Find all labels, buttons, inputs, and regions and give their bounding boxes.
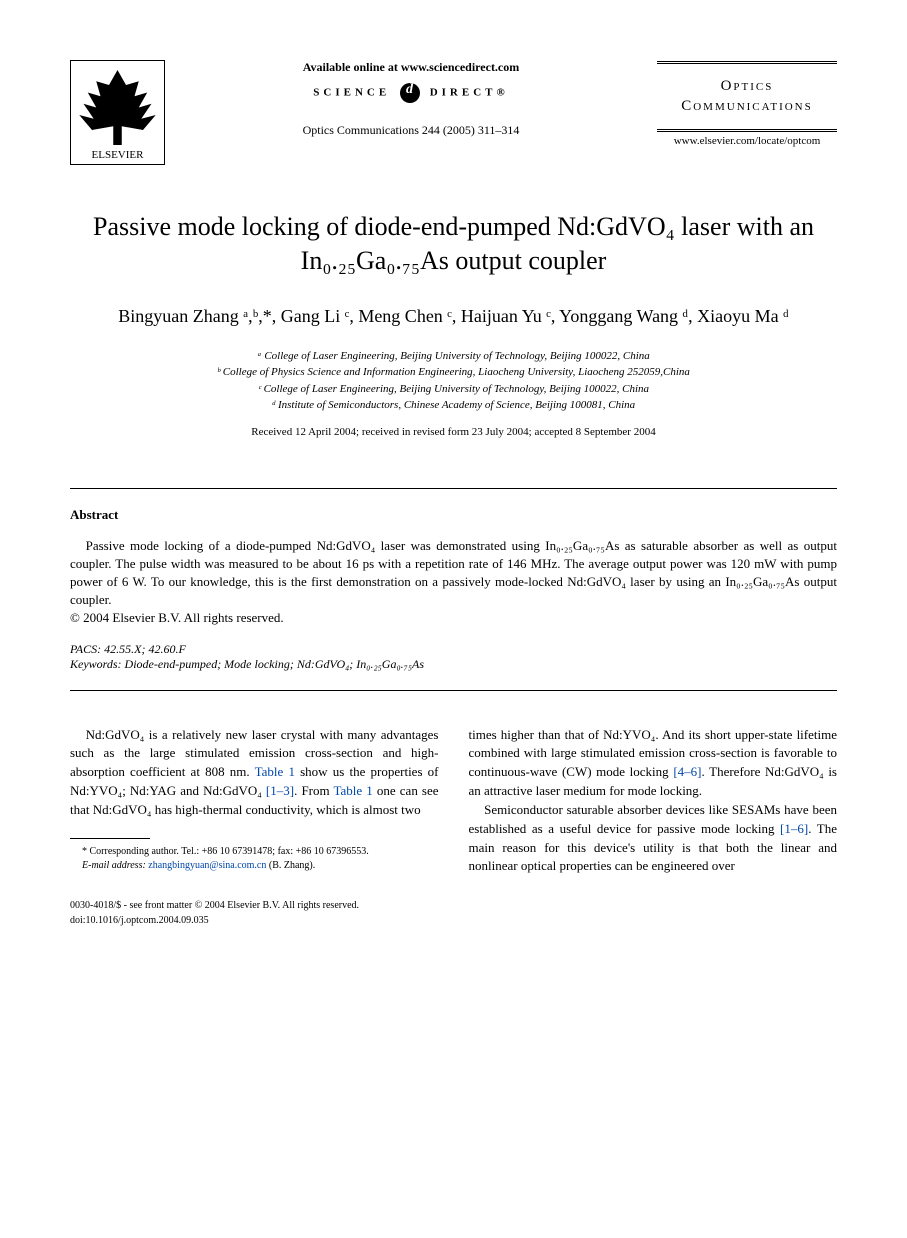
affil-a: ᵃ College of Laser Engineering, Beijing … <box>70 348 837 365</box>
elsevier-logo: ELSEVIER <box>70 60 165 165</box>
available-online-text: Available online at www.sciencedirect.co… <box>185 60 637 75</box>
divider-top <box>70 488 837 489</box>
sd-icon <box>400 83 420 103</box>
publication-dates: Received 12 April 2004; received in revi… <box>70 426 837 438</box>
body-para-3: Semiconductor saturable absorber devices… <box>469 801 838 876</box>
publisher-name: ELSEVIER <box>92 149 144 161</box>
affil-d: ᵈ Institute of Semiconductors, Chinese A… <box>70 397 837 414</box>
ref-link-2[interactable]: [4–6] <box>673 764 701 779</box>
pacs: PACS: 42.55.X; 42.60.F <box>70 642 837 657</box>
divider-bottom <box>70 690 837 691</box>
abstract-heading: Abstract <box>70 507 837 523</box>
email-suffix: (B. Zhang). <box>269 860 315 871</box>
journal-rule-bot1 <box>657 129 837 130</box>
journal-url: www.elsevier.com/locate/optcom <box>657 135 837 147</box>
footer: 0030-4018/$ - see front matter © 2004 El… <box>70 898 837 928</box>
journal-box: Optics Communications www.elsevier.com/l… <box>657 60 837 147</box>
footnote-corresponding: * Corresponding author. Tel.: +86 10 673… <box>70 845 439 859</box>
email-link[interactable]: zhangbingyuan@sina.com.cn <box>148 860 266 871</box>
paper-title: Passive mode locking of diode-end-pumped… <box>70 210 837 278</box>
sd-text-2: DIRECT® <box>430 87 509 99</box>
column-right: times higher than that of Nd:YVO₄. And i… <box>469 726 838 877</box>
journal-name-line1: Optics <box>721 78 774 94</box>
footnote-separator <box>70 838 150 839</box>
footer-line1: 0030-4018/$ - see front matter © 2004 El… <box>70 898 837 913</box>
email-label: E-mail address: <box>82 860 146 871</box>
column-left: Nd:GdVO₄ is a relatively new laser cryst… <box>70 726 439 877</box>
affil-b: ᵇ College of Physics Science and Informa… <box>70 364 837 381</box>
affil-c: ᶜ College of Laser Engineering, Beijing … <box>70 381 837 398</box>
ref-link-3[interactable]: [1–6] <box>780 821 808 836</box>
journal-rule-bot2 <box>657 131 837 132</box>
body-para-2: times higher than that of Nd:YVO₄. And i… <box>469 726 838 801</box>
body-para-1: Nd:GdVO₄ is a relatively new laser cryst… <box>70 726 439 820</box>
table-link-2[interactable]: Table 1 <box>334 783 373 798</box>
footer-line2: doi:10.1016/j.optcom.2004.09.035 <box>70 913 837 928</box>
elsevier-tree-icon <box>75 70 160 145</box>
journal-rule-top1 <box>657 61 837 62</box>
body-columns: Nd:GdVO₄ is a relatively new laser cryst… <box>70 726 837 877</box>
keywords: Keywords: Diode-end-pumped; Mode locking… <box>70 657 837 672</box>
journal-name-line2: Communications <box>681 98 813 114</box>
sd-text-1: SCIENCE <box>313 87 390 99</box>
table-link-1[interactable]: Table 1 <box>255 764 295 779</box>
journal-reference: Optics Communications 244 (2005) 311–314 <box>185 123 637 138</box>
journal-rule-top2 <box>657 63 837 64</box>
affiliations: ᵃ College of Laser Engineering, Beijing … <box>70 348 837 414</box>
science-direct-logo: SCIENCE DIRECT® <box>185 83 637 103</box>
footnote-email: E-mail address: zhangbingyuan@sina.com.c… <box>70 859 439 873</box>
ref-link-1[interactable]: [1–3] <box>266 783 294 798</box>
header-row: ELSEVIER Available online at www.science… <box>70 60 837 165</box>
authors: Bingyuan Zhang ᵃ,ᵇ,*, Gang Li ᶜ, Meng Ch… <box>70 303 837 330</box>
abstract-copyright: © 2004 Elsevier B.V. All rights reserved… <box>70 609 837 627</box>
center-header: Available online at www.sciencedirect.co… <box>165 60 657 138</box>
journal-name: Optics Communications <box>657 65 837 128</box>
text-span: . From <box>294 783 333 798</box>
abstract-text: Passive mode locking of a diode-pumped N… <box>70 537 837 610</box>
